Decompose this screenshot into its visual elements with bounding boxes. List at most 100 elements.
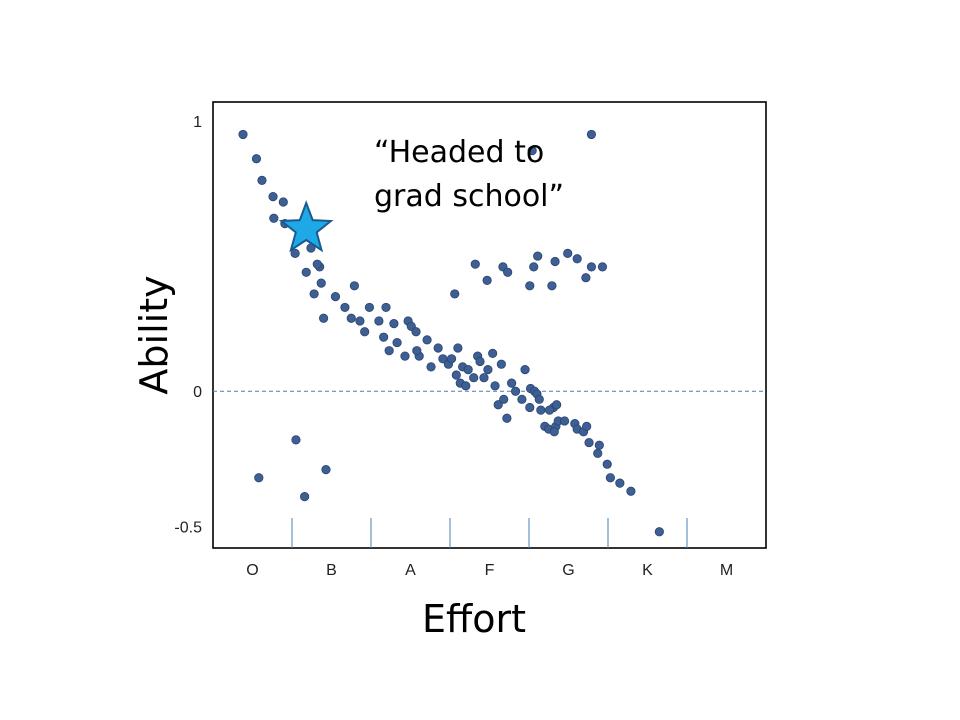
data-point xyxy=(251,154,262,164)
data-point xyxy=(527,146,537,156)
data-point xyxy=(461,381,471,391)
data-point xyxy=(290,248,300,258)
data-point xyxy=(525,281,535,291)
x-tick-label: O xyxy=(246,562,258,579)
data-point xyxy=(257,175,267,185)
data-point xyxy=(340,302,350,313)
data-point xyxy=(584,437,594,448)
data-point xyxy=(321,465,331,475)
data-point xyxy=(499,394,509,404)
data-point xyxy=(605,473,615,483)
x-tick-label: G xyxy=(562,562,574,579)
data-point xyxy=(626,486,636,496)
data-point xyxy=(426,362,436,372)
data-point xyxy=(552,400,562,410)
data-point xyxy=(312,259,322,269)
data-point xyxy=(534,394,544,404)
data-point xyxy=(470,259,480,269)
data-point xyxy=(586,262,597,272)
data-point xyxy=(615,478,625,488)
data-point xyxy=(379,332,389,342)
data-point xyxy=(330,292,341,302)
data-point xyxy=(507,378,517,388)
y-axis-title: Ability xyxy=(132,275,176,394)
y-tick-label: 0 xyxy=(193,384,202,401)
data-point xyxy=(533,251,543,261)
data-point xyxy=(469,373,479,383)
data-point xyxy=(389,319,399,329)
data-point xyxy=(654,527,664,537)
data-point xyxy=(483,364,493,375)
x-tick-label: M xyxy=(720,562,733,579)
data-point xyxy=(392,337,402,348)
data-point xyxy=(572,254,582,264)
data-point xyxy=(496,359,506,369)
x-tick-label: B xyxy=(326,562,337,579)
x-axis-title: Effort xyxy=(422,597,526,641)
data-point xyxy=(278,197,288,207)
data-point xyxy=(563,248,573,258)
data-point xyxy=(586,129,597,140)
data-point xyxy=(490,381,500,391)
data-point xyxy=(412,346,422,356)
data-point xyxy=(364,302,375,313)
data-point xyxy=(291,435,301,445)
highlight-markers xyxy=(278,200,334,253)
data-point xyxy=(597,262,608,272)
data-point xyxy=(268,192,278,202)
star-marker xyxy=(278,200,334,253)
data-point xyxy=(463,364,473,375)
data-point xyxy=(536,405,546,415)
data-point xyxy=(433,343,443,353)
data-point xyxy=(318,313,329,323)
data-point xyxy=(316,278,326,288)
data-point xyxy=(411,327,421,337)
data-points xyxy=(238,129,664,537)
data-point xyxy=(446,354,457,364)
data-point xyxy=(503,267,513,277)
annotation-line-2: grad school” xyxy=(374,179,564,214)
data-point xyxy=(550,256,560,267)
data-point xyxy=(482,275,492,285)
data-point xyxy=(559,416,570,426)
data-point xyxy=(381,302,391,313)
y-tick-label: 1 xyxy=(193,114,202,131)
data-point xyxy=(602,459,612,469)
data-point xyxy=(355,316,365,326)
data-point xyxy=(360,327,370,337)
data-point xyxy=(400,351,410,361)
data-point xyxy=(451,370,461,380)
data-point xyxy=(422,335,432,345)
data-point xyxy=(384,346,394,356)
data-point xyxy=(594,440,604,450)
data-point xyxy=(238,129,248,140)
data-point xyxy=(374,316,384,326)
data-point xyxy=(544,405,555,415)
data-point xyxy=(520,364,530,375)
annotation-line-1: “Headed to xyxy=(374,135,544,170)
data-point xyxy=(450,289,460,299)
plot-area xyxy=(212,101,767,549)
data-point xyxy=(547,281,557,291)
data-point xyxy=(254,473,264,483)
x-tick-label: A xyxy=(405,562,416,579)
x-tick-label: F xyxy=(485,562,495,579)
y-tick-label: -0.5 xyxy=(174,519,202,536)
data-point xyxy=(301,267,311,277)
data-point xyxy=(549,427,559,437)
data-point xyxy=(453,343,463,353)
data-point xyxy=(525,402,535,413)
data-point xyxy=(479,373,489,383)
data-point xyxy=(510,386,521,396)
data-point xyxy=(529,262,539,272)
data-point xyxy=(349,281,360,291)
data-point xyxy=(593,448,603,458)
data-point xyxy=(582,421,592,431)
data-point xyxy=(502,413,512,423)
data-point xyxy=(475,356,485,367)
data-point xyxy=(300,492,310,502)
x-tick-label: K xyxy=(642,562,653,579)
data-point xyxy=(309,289,319,299)
